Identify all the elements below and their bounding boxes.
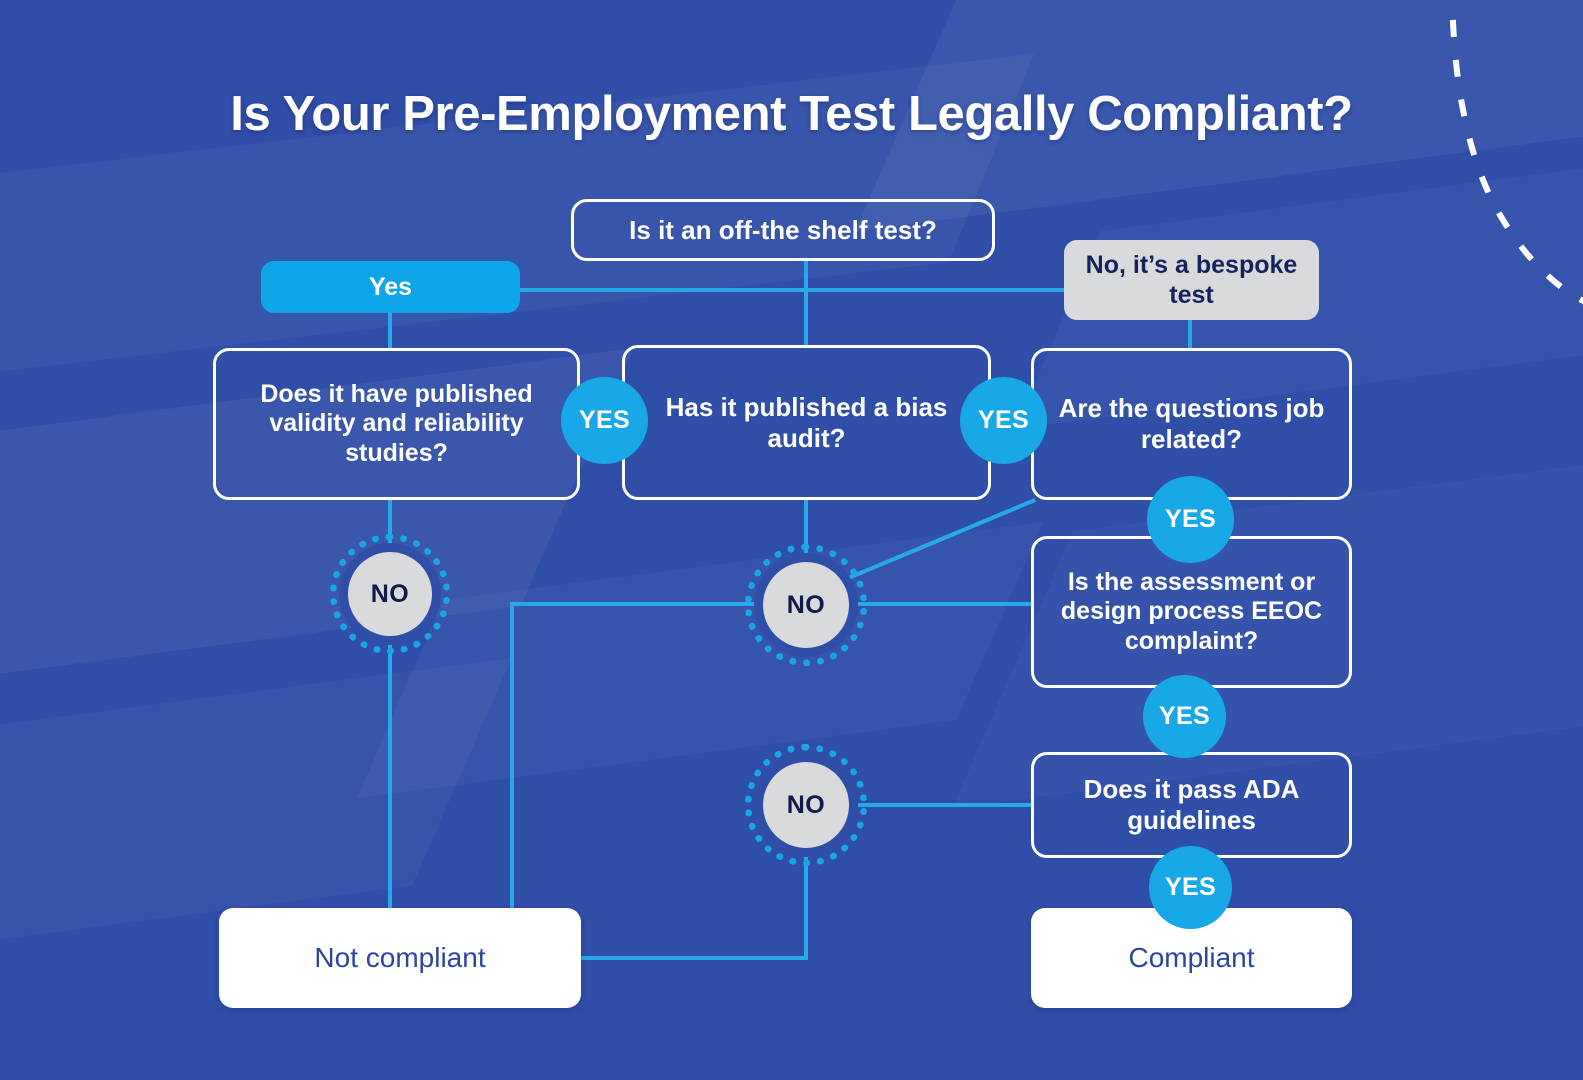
wire-no-bias-to-jobrelated [845, 498, 1036, 581]
badge-yes-job-related: YES [1147, 476, 1234, 563]
node-answer-yes[interactable]: Yes [261, 261, 520, 313]
page-title: Is Your Pre-Employment Test Legally Comp… [0, 87, 1583, 142]
badge-yes-ada-label: YES [1165, 873, 1216, 901]
wire-no-bias-to-notcompliant [510, 602, 763, 960]
node-answer-bespoke[interactable]: No, it’s a bespoke test [1064, 240, 1319, 320]
node-question-bias-audit-label: Has it published a bias audit? [665, 391, 948, 453]
node-result-not-compliant-label: Not compliant [314, 942, 486, 973]
node-result-not-compliant[interactable]: Not compliant [219, 908, 581, 1008]
badge-no-bias-audit-label: NO [786, 590, 826, 619]
node-question-ada-label: Does it pass ADA guidelines [1083, 774, 1300, 835]
node-result-compliant-label: Compliant [1128, 942, 1255, 973]
badge-no-validity: NO [330, 534, 450, 654]
node-root-question-label: Is it an off-the shelf test? [629, 214, 937, 245]
node-answer-bespoke-label: No, it’s a bespoke test [1085, 251, 1298, 309]
node-answer-yes-label: Yes [368, 272, 413, 301]
badge-no-ada: NO [745, 744, 867, 866]
node-question-validity[interactable]: Does it have published validity and reli… [213, 348, 580, 500]
node-root-question[interactable]: Is it an off-the shelf test? [571, 199, 995, 261]
node-question-bias-audit[interactable]: Has it published a bias audit? [622, 345, 991, 500]
badge-yes-right-of-bias-label: YES [978, 406, 1029, 434]
node-question-validity-label: Does it have published validity and reli… [260, 379, 533, 467]
dashed-arc-decoration [1449, 0, 1583, 305]
badge-no-validity-label: NO [370, 579, 410, 608]
node-question-ada[interactable]: Does it pass ADA guidelines [1031, 752, 1352, 858]
badge-no-ada-label: NO [786, 790, 826, 819]
background-band [357, 522, 1043, 798]
wire-no-ada-to-notcompliant [582, 848, 808, 960]
badge-no-bias-audit: NO [745, 544, 867, 666]
badge-yes-left-of-bias: YES [561, 377, 648, 464]
badge-yes-eeoc: YES [1143, 675, 1226, 758]
badge-yes-job-related-label: YES [1165, 505, 1216, 533]
node-question-job-related-label: Are the questions job related? [1058, 393, 1325, 454]
badge-yes-right-of-bias: YES [960, 377, 1047, 464]
badge-yes-left-of-bias-label: YES [579, 406, 630, 434]
node-question-eeoc-label: Is the assessment or design process EEOC… [1060, 567, 1323, 655]
badge-yes-ada: YES [1149, 846, 1232, 929]
title-part-regular: Is Your Pre-Employment Test [230, 87, 908, 141]
badge-yes-eeoc-label: YES [1159, 702, 1210, 730]
title-part-bold: Legally Compliant? [907, 87, 1353, 141]
